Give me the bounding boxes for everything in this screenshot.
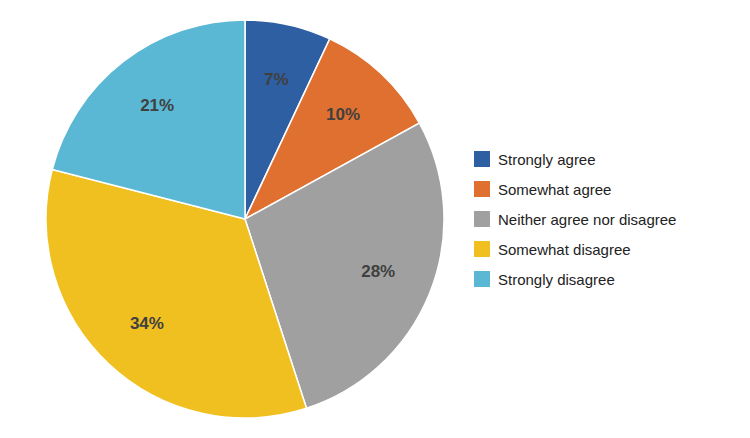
legend-swatch (474, 211, 490, 227)
legend-label: Strongly agree (498, 151, 596, 168)
legend: Strongly agree Somewhat agree Neither agre… (474, 151, 676, 288)
legend-item: Somewhat disagree (474, 241, 631, 258)
pie-slice (52, 20, 245, 219)
legend-label: Neither agree nor disagree (498, 211, 676, 228)
data-label: 21% (140, 96, 174, 115)
data-label: 10% (326, 105, 360, 124)
pie-slice (46, 170, 306, 418)
legend-swatch (474, 271, 490, 287)
pie (46, 20, 444, 418)
legend-item: Strongly disagree (474, 271, 615, 288)
data-label: 7% (264, 70, 289, 89)
legend-item: Strongly agree (474, 151, 596, 168)
legend-label: Somewhat disagree (498, 241, 631, 258)
legend-label: Strongly disagree (498, 271, 615, 288)
legend-swatch (474, 241, 490, 257)
data-labels: 7% 10% 28% 34% 21% (130, 70, 395, 333)
data-label: 34% (130, 314, 164, 333)
legend-item: Somewhat agree (474, 181, 611, 198)
legend-swatch (474, 151, 490, 167)
legend-item: Neither agree nor disagree (474, 211, 676, 228)
legend-label: Somewhat agree (498, 181, 611, 198)
chart: 7% 10% 28% 34% 21% Strongly agree Somewhat agr… (0, 0, 750, 438)
legend-swatch (474, 181, 490, 197)
data-label: 28% (361, 262, 395, 281)
